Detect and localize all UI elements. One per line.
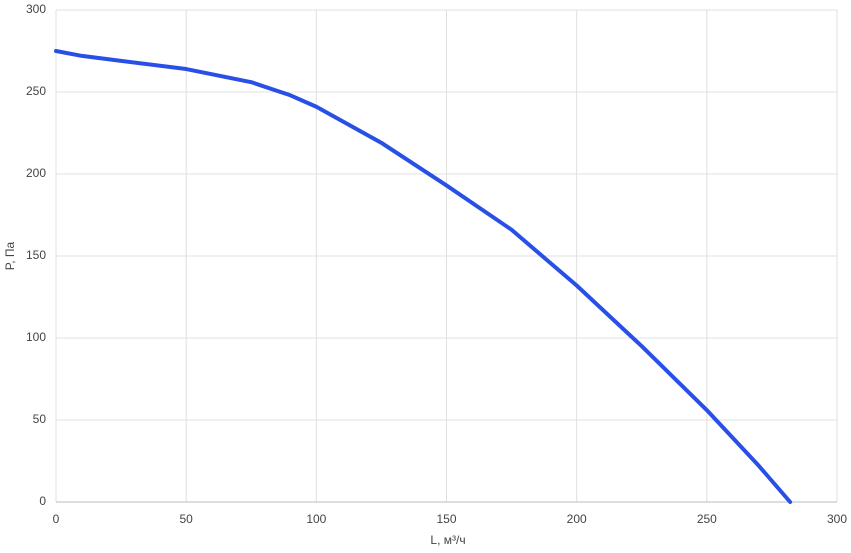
y-tick-label: 250 [26,84,46,98]
line-series [54,49,793,504]
x-tick-label: 50 [179,512,193,526]
y-tick-label: 50 [33,412,47,426]
y-tick-label: 150 [26,248,46,262]
y-axis-label: P, Па [3,241,17,270]
y-tick-label: 200 [26,166,46,180]
y-tick-label: 100 [26,330,46,344]
x-tick-label: 200 [567,512,587,526]
y-tick-label: 300 [26,2,46,16]
y-tick-label: 0 [39,494,46,508]
x-tick-label: 300 [827,512,847,526]
x-tick-label: 0 [53,512,60,526]
x-tick-label: 100 [306,512,326,526]
x-axis-label: L, м³/ч [430,533,465,547]
x-tick-label: 150 [436,512,456,526]
x-tick-label: 250 [697,512,717,526]
